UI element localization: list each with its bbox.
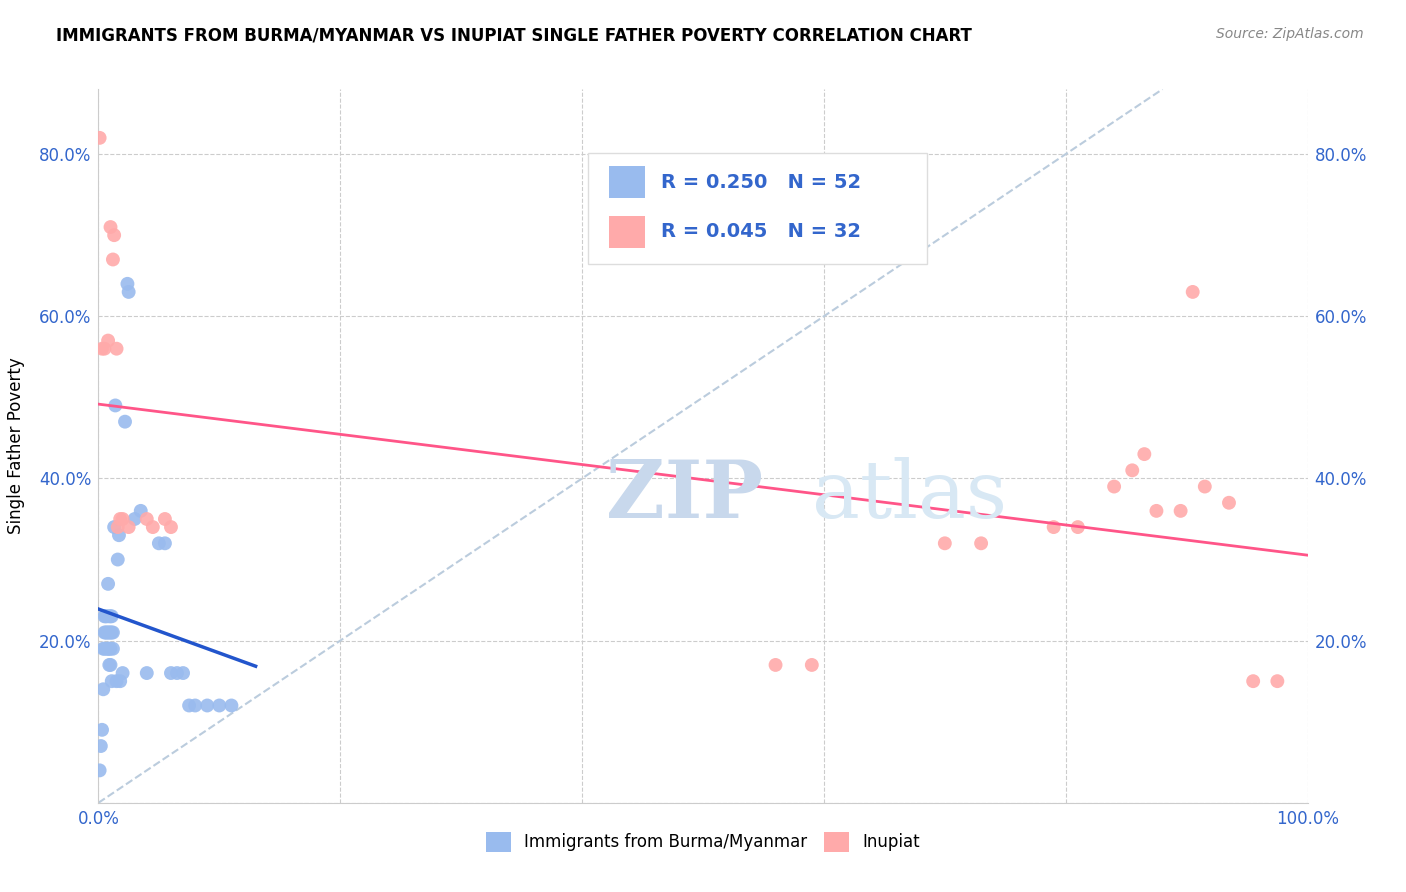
Point xyxy=(111,512,134,526)
Point xyxy=(1042,520,1064,534)
Point xyxy=(221,698,243,713)
Text: ZIP: ZIP xyxy=(606,457,763,535)
Point xyxy=(107,520,129,534)
Point xyxy=(118,520,141,534)
Text: R = 0.250   N = 52: R = 0.250 N = 52 xyxy=(661,173,860,192)
Point xyxy=(97,641,120,656)
Point xyxy=(105,674,128,689)
Point xyxy=(93,609,115,624)
FancyBboxPatch shape xyxy=(609,166,645,198)
Text: atlas: atlas xyxy=(811,457,1007,535)
Point xyxy=(765,657,787,672)
Point xyxy=(89,131,111,145)
Point xyxy=(1267,674,1289,689)
Text: Source: ZipAtlas.com: Source: ZipAtlas.com xyxy=(1216,27,1364,41)
Point xyxy=(98,625,121,640)
Point xyxy=(1121,463,1143,477)
Point xyxy=(93,625,115,640)
Point xyxy=(1218,496,1240,510)
Point xyxy=(91,641,114,656)
Point xyxy=(98,657,121,672)
Point xyxy=(100,625,122,640)
Point xyxy=(97,577,120,591)
Point xyxy=(94,609,117,624)
Point xyxy=(153,512,176,526)
Point xyxy=(166,666,188,681)
Point xyxy=(89,764,111,778)
Point xyxy=(103,228,125,243)
Point xyxy=(135,666,157,681)
Point xyxy=(1170,504,1192,518)
Point xyxy=(184,698,207,713)
Point xyxy=(100,609,122,624)
Point xyxy=(101,641,124,656)
Point xyxy=(100,657,122,672)
Point xyxy=(208,698,231,713)
Point xyxy=(98,641,121,656)
Point xyxy=(118,285,141,299)
Point xyxy=(105,342,128,356)
Point xyxy=(195,698,218,713)
Point xyxy=(97,334,120,348)
Point xyxy=(96,609,118,624)
Point xyxy=(1181,285,1204,299)
Point xyxy=(160,666,183,681)
Point xyxy=(100,220,122,235)
Text: R = 0.045   N = 32: R = 0.045 N = 32 xyxy=(661,222,860,242)
Point xyxy=(1241,674,1264,689)
Point xyxy=(107,552,129,566)
Point xyxy=(1102,479,1125,493)
Point xyxy=(148,536,170,550)
Point xyxy=(100,609,122,624)
Point xyxy=(103,520,125,534)
Point xyxy=(172,666,194,681)
Point xyxy=(100,641,122,656)
Point xyxy=(100,674,122,689)
FancyBboxPatch shape xyxy=(609,216,645,248)
Point xyxy=(96,641,118,656)
Point xyxy=(96,625,118,640)
Point xyxy=(101,625,124,640)
Point xyxy=(129,504,152,518)
Point xyxy=(153,536,176,550)
Point xyxy=(970,536,993,550)
Point xyxy=(97,625,120,640)
Point xyxy=(108,512,131,526)
Point xyxy=(1133,447,1156,461)
Point xyxy=(91,342,114,356)
Point xyxy=(94,625,117,640)
Point xyxy=(108,528,131,542)
Point xyxy=(179,698,201,713)
Point xyxy=(124,512,146,526)
Point xyxy=(91,682,114,697)
Y-axis label: Single Father Poverty: Single Father Poverty xyxy=(7,358,25,534)
Point xyxy=(160,520,183,534)
Point xyxy=(101,252,124,267)
Point xyxy=(90,739,112,753)
Point xyxy=(142,520,165,534)
Point xyxy=(135,512,157,526)
Text: IMMIGRANTS FROM BURMA/MYANMAR VS INUPIAT SINGLE FATHER POVERTY CORRELATION CHART: IMMIGRANTS FROM BURMA/MYANMAR VS INUPIAT… xyxy=(56,27,972,45)
Point xyxy=(93,342,115,356)
Point xyxy=(98,609,121,624)
Point xyxy=(1067,520,1090,534)
Point xyxy=(1194,479,1216,493)
Point xyxy=(800,657,823,672)
Point xyxy=(91,723,114,737)
Point xyxy=(100,625,122,640)
Point xyxy=(104,399,127,413)
Point xyxy=(93,641,115,656)
Point xyxy=(108,674,131,689)
Point xyxy=(934,536,956,550)
FancyBboxPatch shape xyxy=(588,153,927,264)
Legend: Immigrants from Burma/Myanmar, Inupiat: Immigrants from Burma/Myanmar, Inupiat xyxy=(479,825,927,859)
Point xyxy=(114,415,136,429)
Point xyxy=(117,277,139,291)
Point xyxy=(111,666,134,681)
Point xyxy=(1146,504,1168,518)
